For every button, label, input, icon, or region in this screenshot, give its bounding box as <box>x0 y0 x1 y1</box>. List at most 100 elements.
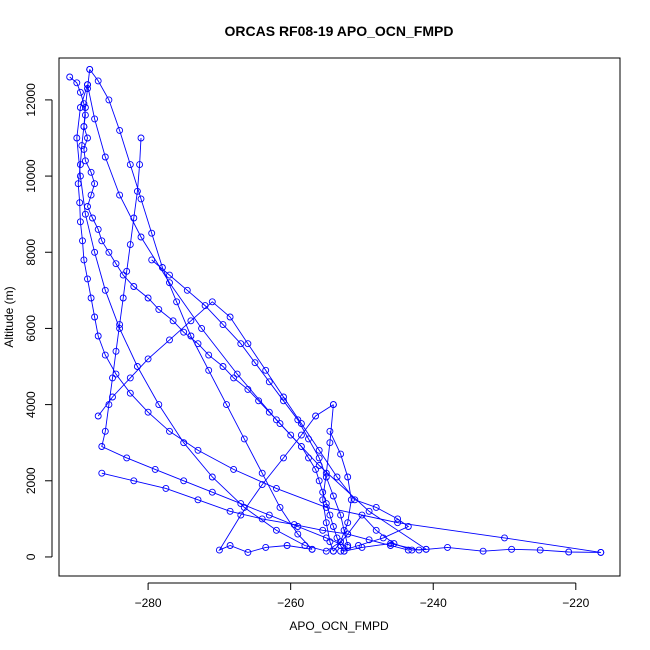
data-point <box>105 96 113 104</box>
data-point <box>166 271 173 279</box>
data-point <box>501 534 508 542</box>
data-point <box>76 88 84 96</box>
data-point <box>276 420 284 428</box>
data-point <box>76 161 84 169</box>
data-point <box>351 496 359 504</box>
data-point <box>86 65 94 73</box>
data-point <box>198 324 206 332</box>
data-point <box>94 332 102 340</box>
data-point <box>136 161 144 169</box>
data-point <box>101 286 109 294</box>
data-point <box>404 523 412 530</box>
plot-frame <box>58 57 621 577</box>
data-point <box>326 538 334 546</box>
data-point <box>76 172 84 180</box>
data-point <box>394 515 402 523</box>
data-point <box>80 256 88 264</box>
data-point <box>144 408 152 416</box>
data-point <box>565 548 573 556</box>
y-tick-label: 10000 <box>24 159 38 193</box>
data-point <box>162 484 170 492</box>
data-point <box>319 526 327 534</box>
data-point <box>297 431 305 439</box>
data-point <box>329 492 337 500</box>
data-point <box>312 465 320 473</box>
data-point <box>258 469 266 477</box>
data-point <box>123 267 131 275</box>
data-point <box>76 218 84 226</box>
data-point <box>73 79 81 87</box>
data-point <box>365 507 373 515</box>
data-point <box>130 283 138 290</box>
y-axis: 0 2000 4000 6000 8000 10000 12000 <box>24 83 53 560</box>
data-point <box>219 363 227 370</box>
data-point <box>80 100 88 108</box>
series-line-11 <box>97 301 410 552</box>
x-axis-label: APO_OCN_FMPD <box>289 619 389 633</box>
data-point <box>326 439 334 447</box>
data-point <box>91 115 99 123</box>
data-point <box>365 536 373 544</box>
data-point <box>101 427 109 435</box>
y-tick-label: 2000 <box>24 467 38 494</box>
data-point <box>155 401 163 409</box>
data-point <box>326 427 334 435</box>
data-point <box>78 142 86 150</box>
data-point <box>230 374 238 382</box>
data-point <box>215 546 223 554</box>
data-point <box>251 359 259 367</box>
data-point <box>508 545 516 553</box>
data-point <box>205 366 213 374</box>
data-point <box>144 294 152 302</box>
data-point <box>219 321 227 329</box>
data-point <box>340 526 348 534</box>
data-point <box>322 547 330 555</box>
data-point <box>237 340 245 348</box>
data-point <box>322 519 330 527</box>
data-point <box>98 443 106 450</box>
data-point <box>597 548 605 556</box>
data-point <box>194 446 202 454</box>
data-point <box>66 73 74 81</box>
y-tick-label: 0 <box>24 553 38 560</box>
data-point <box>329 401 337 409</box>
data-point <box>148 229 156 237</box>
data-point <box>329 547 337 555</box>
data-point <box>116 321 124 329</box>
data-point <box>294 416 302 424</box>
data-point <box>87 191 95 199</box>
data-point <box>126 389 134 397</box>
data-point <box>89 214 96 222</box>
data-point <box>333 473 341 481</box>
data-point <box>244 548 252 556</box>
chart-title: ORCAS RF08-19 APO_OCN_FMPD <box>225 23 454 39</box>
data-point <box>226 313 234 321</box>
x-tick-label: −260 <box>277 596 304 610</box>
data-point <box>173 298 181 306</box>
data-point <box>258 481 266 489</box>
data-point <box>105 248 113 256</box>
y-tick-label: 4000 <box>24 391 38 418</box>
data-point <box>76 104 84 111</box>
data-point <box>308 545 316 553</box>
data-point <box>226 542 234 549</box>
data-point <box>79 237 86 245</box>
data-point <box>201 302 209 310</box>
series-line-7 <box>333 514 427 552</box>
data-point <box>126 161 134 169</box>
data-point <box>479 547 487 555</box>
data-point <box>183 286 191 294</box>
data-point <box>315 454 323 462</box>
data-point <box>301 542 309 549</box>
data-point <box>315 446 323 454</box>
data-point <box>180 328 188 336</box>
data-point <box>187 317 195 325</box>
series-line-13 <box>151 259 349 546</box>
data-point <box>276 503 284 511</box>
x-tick-label: −280 <box>135 596 162 610</box>
data-point <box>315 477 323 485</box>
data-point <box>155 305 163 313</box>
data-point <box>262 543 270 551</box>
data-point <box>358 511 366 519</box>
